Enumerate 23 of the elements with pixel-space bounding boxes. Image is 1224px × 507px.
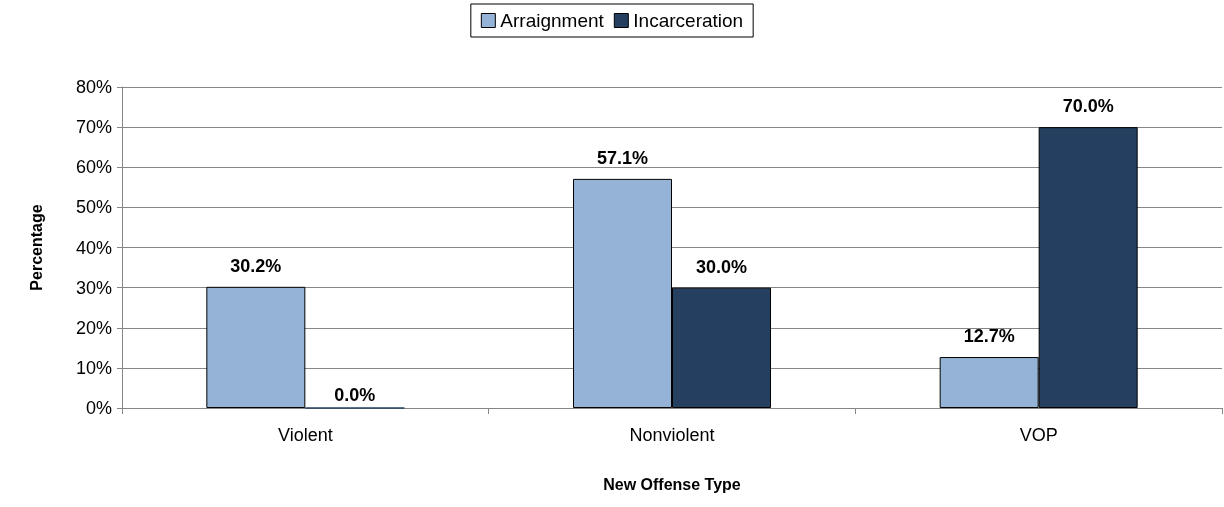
legend-label: Arraignment — [500, 10, 605, 31]
data-label: 0.0% — [334, 384, 376, 405]
data-label: 12.7% — [963, 326, 1015, 347]
x-tick-label: Nonviolent — [629, 425, 715, 445]
data-label: 70.0% — [1062, 96, 1114, 117]
y-tick-label: 30% — [75, 277, 112, 298]
bar — [206, 286, 306, 408]
x-tick-label: Violent — [277, 425, 333, 445]
data-label: 57.1% — [596, 147, 649, 168]
y-tick-label: 80% — [75, 77, 112, 97]
x-tick-label: VOP — [1019, 425, 1058, 445]
y-tick-label: 10% — [75, 357, 112, 378]
y-tick-label: 50% — [75, 197, 112, 218]
y-axis-title: Percentage — [27, 204, 45, 291]
x-axis-title: New Offense Type — [603, 475, 741, 493]
y-tick-label: 40% — [75, 237, 112, 258]
data-label: 30.0% — [695, 256, 748, 277]
data-label: 30.2% — [230, 255, 282, 276]
y-tick-label: 20% — [75, 317, 112, 338]
y-tick-label: 70% — [75, 117, 112, 138]
y-tick-label: 60% — [75, 157, 112, 178]
legend-label: Incarceration — [633, 10, 744, 31]
y-tick-label: 0% — [85, 398, 112, 418]
